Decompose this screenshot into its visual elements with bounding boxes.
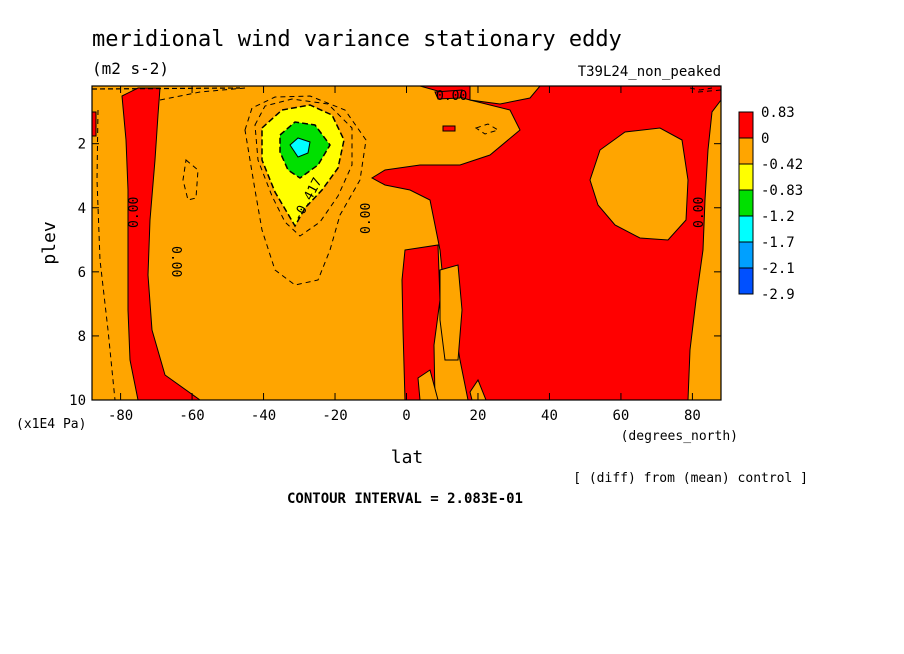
legend-level-label: -1.2	[761, 209, 795, 225]
dashed-contour-inner-minimum	[254, 98, 353, 237]
y-tick-label: 8	[78, 329, 86, 345]
positive-region-left-band	[121, 87, 201, 400]
y-axis-label: plev	[39, 221, 60, 264]
legend-swatch	[738, 267, 754, 295]
legend-swatch	[738, 189, 754, 217]
contour-field	[92, 86, 721, 400]
x-tick-label: 0	[402, 408, 410, 424]
legend-level-label: 0	[761, 131, 769, 147]
x-tick-label: -40	[251, 408, 276, 424]
contour-interval: CONTOUR INTERVAL = 2.083E-01	[287, 491, 523, 507]
x-tick-label: 40	[541, 408, 558, 424]
positive-region-left-edge	[92, 111, 97, 137]
x-axis: -80 -60 -40 -20 0 20 40 60 80	[108, 86, 701, 424]
hole-bottom-right	[469, 378, 487, 400]
chart-title: meridional wind variance stationary eddy	[92, 27, 622, 52]
y-tick-label: 2	[78, 137, 86, 153]
positive-region-equator-column	[401, 244, 441, 400]
chart-units: (m2 s-2)	[92, 59, 169, 78]
x-tick-label: 80	[684, 408, 701, 424]
legend-level-label: -0.83	[761, 183, 803, 199]
legend-level-label: -2.9	[761, 287, 795, 303]
dashed-contour-top-strip	[92, 87, 241, 90]
contour-label: 0.00	[692, 197, 707, 228]
hole-east	[589, 127, 689, 241]
dashed-contour-left-small	[182, 159, 199, 201]
legend-swatch	[738, 137, 754, 165]
legend-level-label: 0.83	[761, 105, 795, 121]
hole-top-center	[469, 86, 541, 105]
hole-bottom-left	[417, 369, 439, 400]
dashed-contour-left-flank	[96, 109, 116, 400]
x-tick-label: 60	[613, 408, 630, 424]
contour-label: 0.00	[359, 203, 374, 234]
x-tick-label: -20	[322, 408, 347, 424]
contour-label: 0.00	[436, 89, 467, 104]
y-tick-label: 6	[78, 265, 86, 281]
y-axis-unit: (x1E4 Pa)	[16, 417, 86, 432]
negative-region-cyan	[289, 137, 311, 158]
contour-label: 0.00	[127, 197, 142, 228]
contour-label: 0.00	[168, 246, 183, 277]
positive-patch-top	[434, 89, 463, 100]
y-tick-label: 10	[69, 393, 86, 409]
x-axis-unit: (degrees_north)	[621, 429, 738, 444]
legend-level-label: -2.1	[761, 261, 795, 277]
y-axis: 2 4 6 8 10	[69, 137, 721, 409]
dashed-contour-top-right	[689, 87, 721, 93]
x-tick-label: -60	[179, 408, 204, 424]
x-axis-label: lat	[391, 447, 424, 468]
x-tick-label: 20	[470, 408, 487, 424]
y-tick-label: 4	[78, 201, 86, 217]
legend-swatch	[738, 163, 754, 191]
x-tick-label: -80	[108, 408, 133, 424]
legend-swatch	[738, 241, 754, 269]
diff-note: [ (diff) from (mean) control ]	[573, 471, 808, 486]
legend-swatch	[738, 111, 754, 139]
dashed-contour-outer-minimum	[244, 95, 367, 286]
dashed-contour-top-left	[159, 87, 246, 101]
hole-near-equator	[439, 264, 463, 361]
positive-patch-small	[442, 125, 456, 132]
legend-level-label: -1.7	[761, 235, 795, 251]
legend-swatch	[738, 215, 754, 243]
color-bar-legend: 0.83 0 -0.42 -0.83 -1.2 -1.7 -2.1 -2.9	[738, 105, 803, 303]
legend-level-label: -0.42	[761, 157, 803, 173]
run-label: T39L24_non_peaked	[578, 64, 721, 80]
